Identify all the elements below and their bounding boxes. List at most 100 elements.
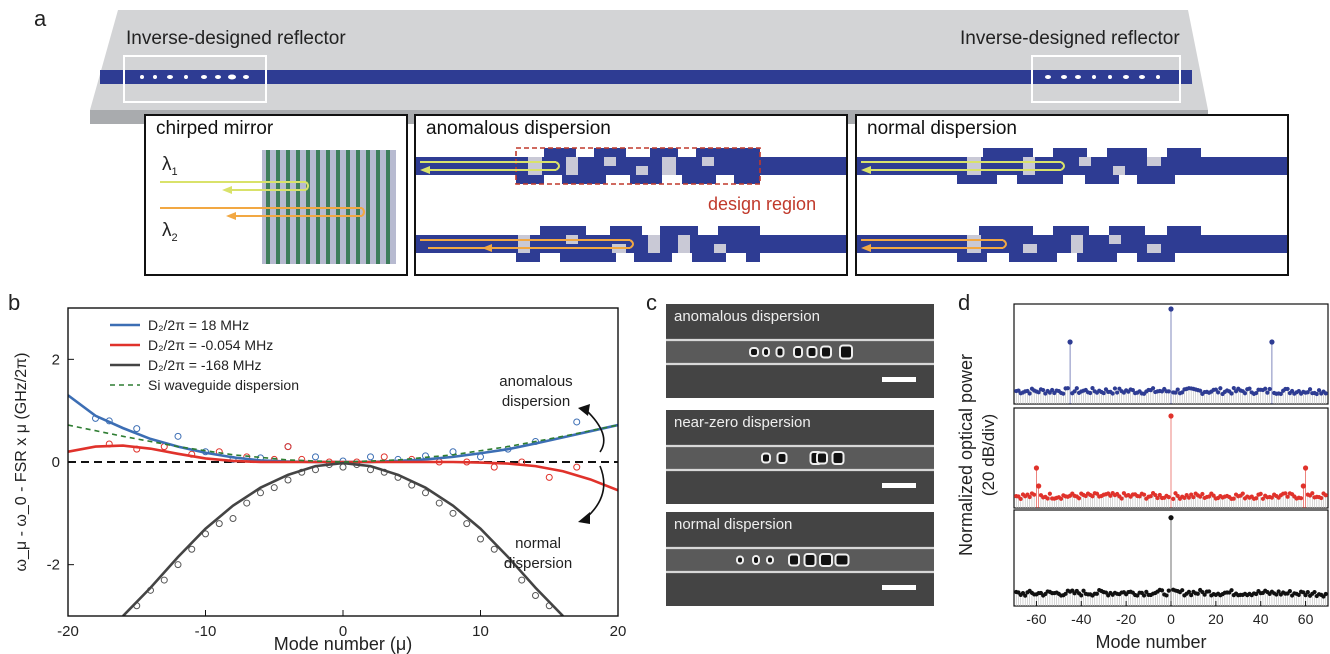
data-point: [160, 576, 168, 584]
spectrum-point: [1065, 386, 1070, 391]
data-point: [202, 530, 209, 538]
x-tick-label: -20: [57, 623, 79, 640]
x-tick-label: 60: [1298, 611, 1314, 627]
chirped-mirror-diagram: [160, 150, 396, 264]
spectrum-point: [1323, 493, 1328, 498]
spectrum-point: [1027, 494, 1032, 500]
spectrum-point: [1186, 589, 1192, 595]
sem-hole: [816, 451, 828, 465]
ring-waveguide: [100, 70, 1192, 84]
sem-hole: [803, 553, 817, 567]
annotation-anomalous: dispersion: [502, 393, 570, 410]
x-tick-label: -20: [1116, 611, 1136, 627]
spectrum-point: [1067, 339, 1073, 345]
spectrum-point: [1103, 590, 1109, 595]
spectrum-point: [1135, 593, 1140, 598]
sem-hole: [834, 553, 850, 567]
arrow-curve-up: [585, 409, 605, 453]
data-point: [573, 418, 581, 426]
spectrum-point: [1276, 589, 1281, 594]
data-point: [367, 453, 374, 461]
reflector-box-left: [123, 55, 267, 103]
spectrum-point: [1119, 496, 1124, 501]
y-tick-label: 0: [52, 454, 60, 471]
inset-title-anomalous: anomalous dispersion: [426, 118, 611, 139]
spectrum-point: [1094, 591, 1100, 596]
data-point: [449, 509, 457, 517]
panel-letter-c: c: [646, 290, 657, 315]
spectrum-point: [1112, 386, 1118, 391]
data-point: [284, 476, 292, 484]
spectrum-point: [1263, 386, 1268, 391]
spectrum-point: [1157, 492, 1162, 498]
spectrum-point: [1207, 589, 1212, 594]
spectrum-point: [1033, 465, 1040, 471]
data-point: [133, 425, 141, 433]
arrow-curve-down: [585, 465, 605, 519]
spectrum-point: [1200, 491, 1205, 497]
sem-waveguide: [666, 546, 934, 574]
y-axis-label: Normalized optical power: [956, 354, 976, 556]
sem-hole: [736, 555, 744, 565]
x-axis-label: Mode number: [1095, 632, 1206, 652]
spectrum-point: [1319, 495, 1324, 501]
spectrum-point: [1153, 492, 1158, 498]
arrow-head-up: [578, 404, 590, 416]
data-point: [243, 499, 251, 507]
sem-hole: [831, 451, 845, 465]
reflector-holes-right: [1045, 75, 1160, 79]
sem-hole: [839, 344, 853, 360]
series-line-2: [122, 461, 564, 616]
spectrum-point: [1101, 390, 1106, 396]
legend-label: D₂/2π = 18 MHz: [148, 317, 249, 333]
legend-label: D₂/2π = -0.054 MHz: [148, 337, 273, 353]
spectrum-point: [1312, 589, 1317, 595]
normal-structure-diagram: [857, 148, 1287, 262]
spectrum-point: [1269, 495, 1275, 500]
spectrum-point: [1267, 386, 1272, 392]
y-tick-label: -2: [47, 557, 60, 574]
data-point: [229, 514, 237, 522]
sem-hole: [749, 347, 759, 357]
sem-hole: [820, 345, 832, 359]
spectrum-point: [1302, 465, 1309, 471]
data-point: [463, 520, 471, 528]
data-point: [573, 463, 581, 471]
spectrum-point: [1041, 387, 1046, 393]
x-tick-label: 10: [472, 623, 489, 640]
spectrum-point: [1300, 483, 1306, 489]
spectrum-point: [1211, 493, 1216, 498]
spectrum-point: [1195, 591, 1201, 596]
data-point: [174, 432, 182, 440]
data-point: [422, 489, 429, 497]
normal-upper-waveguide: [857, 148, 1287, 184]
arrow-head-lambda2: [226, 212, 236, 220]
legend-label: Si waveguide dispersion: [148, 377, 299, 393]
sem-hole: [761, 452, 771, 464]
spectrum-point: [1150, 386, 1156, 391]
spectrum-point: [1168, 306, 1174, 312]
spectrum-point: [1032, 492, 1037, 497]
sem-label: normal dispersion: [674, 516, 793, 533]
inset-anomalous-dispersion: anomalous dispersion: [414, 114, 848, 276]
spectrum-point: [1027, 391, 1032, 396]
spectrum-point: [1182, 495, 1187, 500]
spectrum-point: [1189, 592, 1194, 598]
spectrum-point: [1023, 593, 1028, 598]
spectrum-point: [1166, 588, 1171, 593]
spectrum-point: [1036, 390, 1041, 395]
chip-top-surface: [90, 10, 1208, 110]
normal-lower-waveguide: [857, 226, 1287, 262]
spectrum-point: [1050, 387, 1055, 393]
scale-bar: [882, 585, 916, 590]
spectrum-point: [1307, 387, 1313, 392]
spectrum-point: [1166, 495, 1171, 500]
spectrum-point: [1076, 496, 1082, 501]
arrow-head-down: [578, 512, 590, 524]
panel-letter-b: b: [8, 290, 21, 315]
sem-waveguide: [666, 338, 934, 366]
spectrum-point: [1316, 388, 1322, 393]
annotation-normal: dispersion: [504, 555, 572, 572]
spectrum-point: [1045, 496, 1050, 501]
spectrum-point: [1283, 491, 1288, 496]
